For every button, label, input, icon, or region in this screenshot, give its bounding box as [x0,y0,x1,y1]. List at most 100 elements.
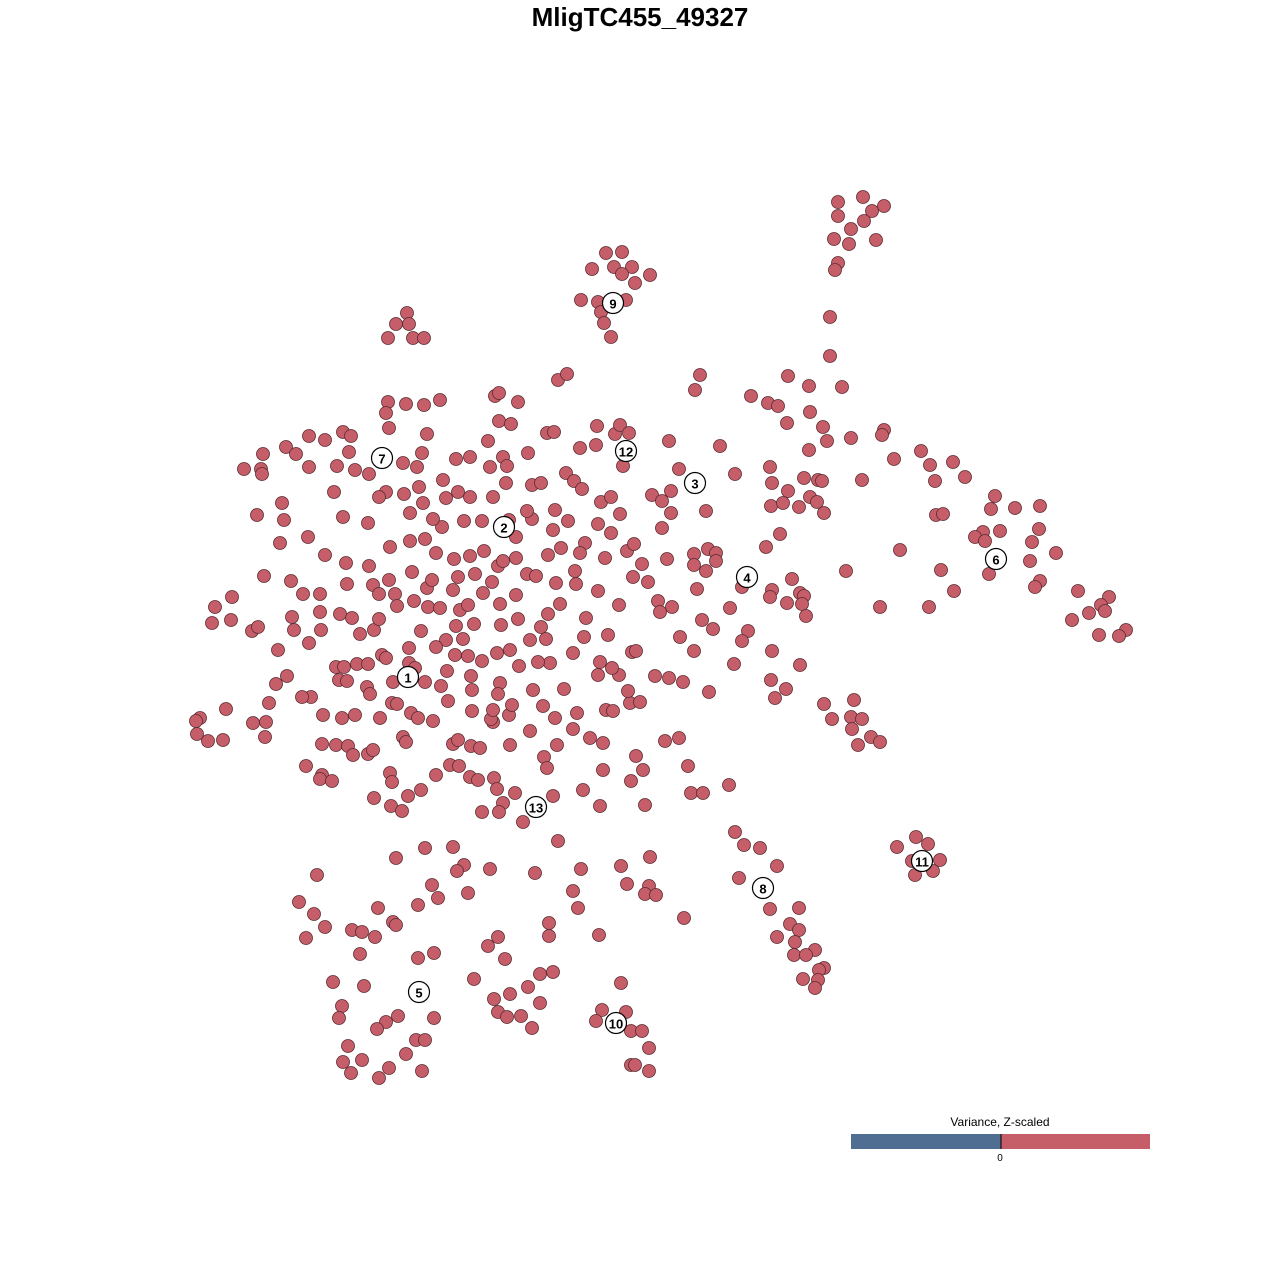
data-point [788,935,802,949]
data-point [728,825,742,839]
data-point [255,467,269,481]
data-point [802,443,816,457]
data-point [390,697,404,711]
data-point [421,600,435,614]
data-point [339,556,353,570]
data-point [541,548,555,562]
data-point [613,418,627,432]
data-point [465,704,479,718]
data-point [779,682,793,696]
data-point [614,859,628,873]
data-point [471,773,485,787]
data-point [676,675,690,689]
cluster-label-7: 7 [370,446,394,470]
data-point [318,433,332,447]
data-point [415,446,429,460]
data-point [465,683,479,697]
data-point [560,367,574,381]
data-point [543,656,557,670]
data-point [262,696,276,710]
data-point [332,1011,346,1025]
data-point [313,587,327,601]
data-point [382,573,396,587]
data-point [366,743,380,757]
cluster-label-text: 1 [404,671,411,686]
data-point [439,633,453,647]
data-point [315,737,329,751]
cluster-label-13: 13 [524,795,548,819]
data-point [464,669,478,683]
data-point [292,895,306,909]
data-point [379,406,393,420]
data-point [851,738,865,752]
legend-high-segment [1001,1134,1150,1149]
data-point [399,1047,413,1061]
data-point [246,716,260,730]
data-point [461,649,475,663]
data-point [797,471,811,485]
data-point [429,768,443,782]
data-point [523,724,537,738]
data-point [412,480,426,494]
data-point [452,759,466,773]
cluster-label-text: 9 [609,297,616,312]
data-point [348,463,362,477]
data-point [770,930,784,944]
data-point [702,685,716,699]
data-point [397,487,411,501]
data-point [613,507,627,521]
data-point [494,618,508,632]
data-point [589,1014,603,1028]
data-point [598,551,612,565]
data-point [1008,501,1022,515]
data-point [441,694,455,708]
data-point [648,669,662,683]
data-point [844,431,858,445]
data-point [399,397,413,411]
chart-title: MligTC455_49327 [531,2,749,32]
data-point [787,948,801,962]
data-point [820,434,834,448]
data-point [390,599,404,613]
cluster-label-8: 8 [751,876,775,900]
data-point [382,1061,396,1075]
data-point [768,691,782,705]
data-point [335,711,349,725]
data-point [727,657,741,671]
cluster-label-circle [604,1011,628,1035]
data-point [816,420,830,434]
data-point [1098,604,1112,618]
cluster-label-text: 8 [759,882,766,897]
data-point [310,868,324,882]
data-point [450,864,464,878]
data-point [1112,629,1126,643]
data-point [928,474,942,488]
data-point [792,901,806,915]
data-point [566,722,580,736]
data-point [629,749,643,763]
data-point [723,601,737,615]
data-point [425,573,439,587]
data-point [579,611,593,625]
data-point [461,886,475,900]
data-point [1071,584,1085,598]
data-point [533,967,547,981]
data-point [372,612,386,626]
data-point [947,584,961,598]
data-point [269,677,283,691]
data-point [279,440,293,454]
data-point [346,748,360,762]
data-point [831,195,845,209]
data-point [402,317,416,331]
data-point [626,570,640,584]
data-point [219,702,233,716]
data-point [869,233,883,247]
data-point [361,516,375,530]
data-point [823,310,837,324]
data-point [605,661,619,675]
data-point [411,898,425,912]
data-point [936,507,950,521]
data-point [615,267,629,281]
data-point [828,263,842,277]
